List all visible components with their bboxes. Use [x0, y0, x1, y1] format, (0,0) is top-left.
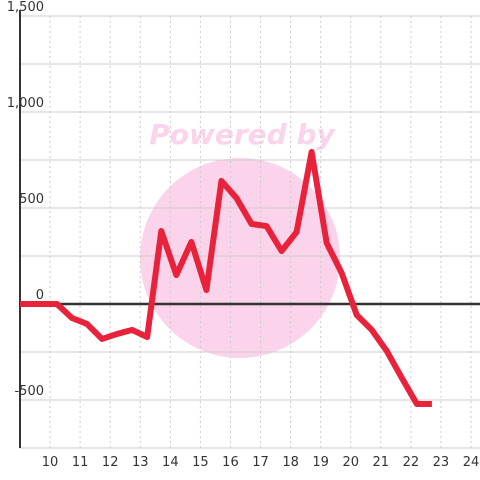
x-tick-label: 16 — [222, 455, 239, 470]
x-tick-label: 23 — [433, 455, 450, 470]
x-tick-label: 12 — [102, 455, 119, 470]
x-tick-label: 13 — [132, 455, 149, 470]
x-tick-label: 20 — [342, 455, 359, 470]
x-tick-label: 17 — [252, 455, 269, 470]
line — [20, 148, 432, 408]
y-tick-label: 500 — [19, 192, 44, 207]
x-tick-label: 22 — [403, 455, 420, 470]
x-tick-label: 10 — [42, 455, 59, 470]
x-tick-label: 21 — [373, 455, 390, 470]
x-tick-label: 14 — [162, 455, 179, 470]
x-tick-label: 24 — [463, 455, 480, 470]
watermark: Powered by — [149, 118, 336, 151]
x-tick-label: 18 — [282, 455, 299, 470]
y-tick-label: 0 — [36, 288, 44, 303]
x-tick-label: 11 — [72, 455, 89, 470]
y-tick-label: -500 — [14, 384, 44, 399]
x-tick-label: 19 — [312, 455, 329, 470]
x-tick-label: 15 — [192, 455, 209, 470]
y-tick-label: 1,500 — [7, 0, 44, 15]
y-tick-label: 1,000 — [7, 96, 44, 111]
